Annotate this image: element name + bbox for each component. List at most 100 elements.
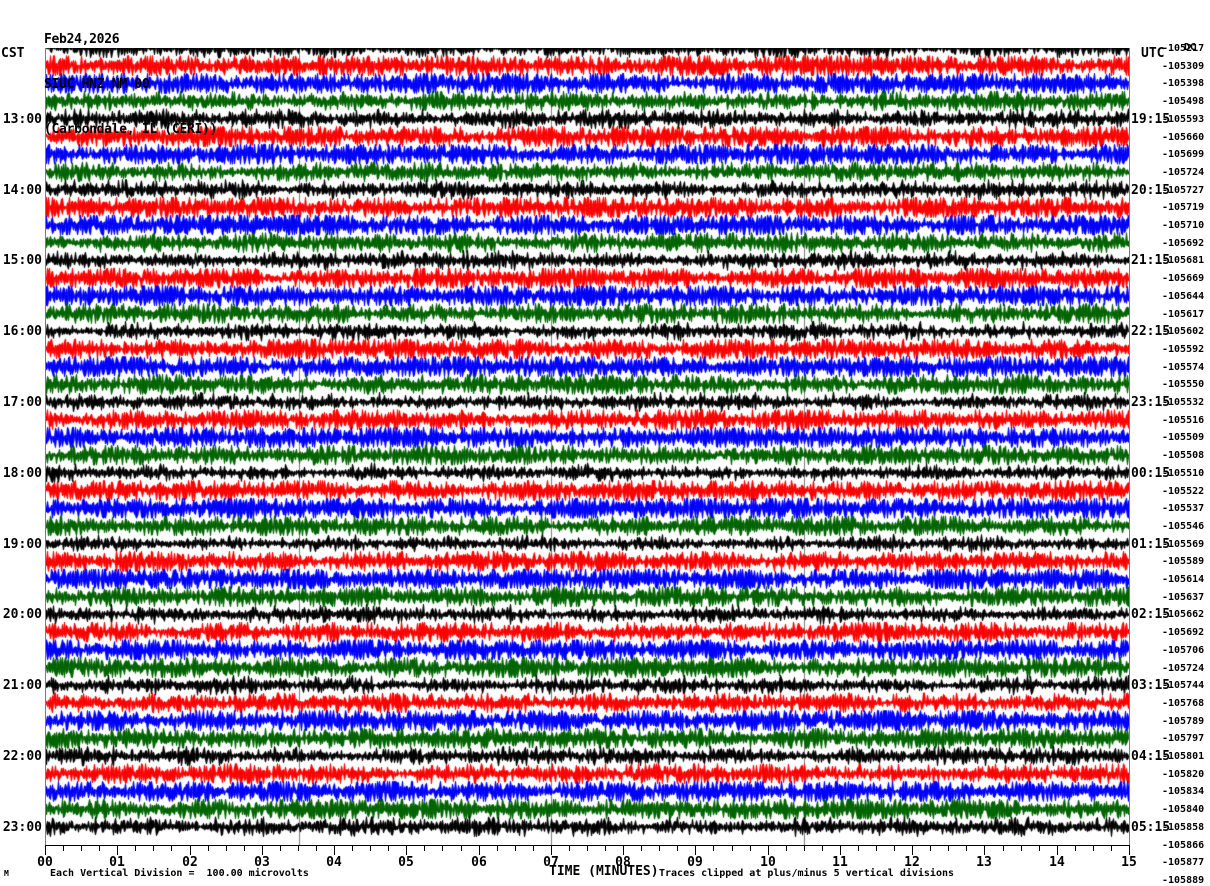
x-tick-major bbox=[406, 845, 407, 855]
utc-time-label: 03:15 bbox=[1131, 678, 1171, 694]
left-axis-caption: CST bbox=[1, 46, 25, 61]
utc-time-label: 01:15 bbox=[1131, 536, 1171, 552]
x-tick-minor bbox=[1075, 845, 1076, 851]
dc-offset-value: -105509 bbox=[1162, 432, 1205, 444]
dc-offset-value: -105768 bbox=[1162, 697, 1205, 709]
cst-time-label: 13:00 bbox=[2, 111, 42, 127]
scale-note: Each Vertical Division = 100.00 microvol… bbox=[50, 868, 309, 879]
x-tick-minor bbox=[81, 845, 82, 851]
x-tick-label: 01 bbox=[109, 855, 125, 870]
plot-header: Feb24,2026 SIUC HNZ NM 00 (Carbondale, I… bbox=[44, 2, 217, 167]
dc-offset-value: -105522 bbox=[1162, 485, 1205, 497]
dc-offset-value: -105727 bbox=[1162, 184, 1205, 196]
dc-offset-value: -105592 bbox=[1162, 343, 1205, 355]
dc-offset-value: -105889 bbox=[1162, 874, 1205, 886]
x-tick-minor bbox=[244, 845, 245, 851]
x-tick-minor bbox=[1021, 845, 1022, 851]
dc-offset-value: -105858 bbox=[1162, 821, 1205, 833]
dc-offset-value: -105801 bbox=[1162, 751, 1205, 762]
x-tick-major bbox=[190, 845, 191, 855]
x-tick-minor bbox=[171, 845, 172, 851]
x-tick-minor bbox=[804, 845, 805, 851]
dc-offset-value: -105789 bbox=[1162, 715, 1205, 727]
x-tick-minor bbox=[370, 845, 371, 851]
x-tick-minor bbox=[135, 845, 136, 851]
cst-time-label: 19:00 bbox=[2, 536, 42, 552]
dc-offset-value: -105877 bbox=[1162, 857, 1205, 869]
utc-time-label: 00:15 bbox=[1131, 465, 1171, 481]
utc-time-label: 02:15 bbox=[1131, 607, 1171, 623]
x-tick-label: 02 bbox=[182, 855, 198, 870]
dc-offset-value: -105699 bbox=[1162, 149, 1205, 161]
x-tick-minor bbox=[713, 845, 714, 851]
utc-time-label: 04:15 bbox=[1131, 749, 1171, 764]
dc-offset-value: -105569 bbox=[1162, 538, 1205, 550]
x-tick-minor bbox=[750, 845, 751, 851]
x-tick-minor bbox=[569, 845, 570, 851]
dc-offset-value: -105660 bbox=[1162, 131, 1205, 143]
x-tick-major bbox=[117, 845, 118, 855]
x-tick-label: 11 bbox=[832, 855, 848, 870]
dc-offset-value: -105537 bbox=[1162, 503, 1205, 515]
x-tick-minor bbox=[858, 845, 859, 851]
x-tick-minor bbox=[966, 845, 967, 851]
dc-offset-value: -105398 bbox=[1162, 78, 1205, 90]
x-tick-minor bbox=[63, 845, 64, 851]
x-tick-major bbox=[912, 845, 913, 855]
x-tick-major bbox=[1129, 845, 1130, 855]
cst-time-label: 23:00 bbox=[2, 819, 42, 835]
dc-offset-value: -105692 bbox=[1162, 237, 1205, 249]
x-tick-minor bbox=[822, 845, 823, 851]
x-tick-minor bbox=[153, 845, 154, 851]
x-tick-major bbox=[479, 845, 480, 855]
cst-time-label: 14:00 bbox=[2, 182, 42, 198]
dc-offset-value: -105589 bbox=[1162, 556, 1205, 568]
utc-time-label: 23:15 bbox=[1131, 395, 1171, 410]
cst-time-label: 16:00 bbox=[2, 324, 42, 340]
cst-time-label: 22:00 bbox=[2, 749, 42, 764]
x-tick-minor bbox=[732, 845, 733, 851]
x-tick-label: 00 bbox=[37, 855, 53, 870]
x-tick-label: 15 bbox=[1121, 855, 1137, 870]
header-station: SIUC HNZ NM 00 bbox=[44, 77, 150, 92]
corner-mark: M bbox=[4, 869, 9, 878]
dc-offset-value: -105593 bbox=[1162, 113, 1205, 125]
dc-offset-value: -105637 bbox=[1162, 591, 1205, 603]
x-tick-major bbox=[1057, 845, 1058, 855]
dc-offset-value: -105614 bbox=[1162, 574, 1205, 585]
cst-time-label: 17:00 bbox=[2, 395, 42, 410]
x-tick-minor bbox=[641, 845, 642, 851]
x-tick-minor bbox=[533, 845, 534, 851]
dc-offset-value: -105309 bbox=[1162, 60, 1205, 72]
x-tick-major bbox=[840, 845, 841, 855]
x-tick-minor bbox=[587, 845, 588, 851]
dc-offset-value: -105516 bbox=[1162, 414, 1205, 426]
dc-offset-value: -105602 bbox=[1162, 326, 1205, 338]
dc-offset-value: -105550 bbox=[1162, 379, 1205, 391]
x-tick-minor bbox=[280, 845, 281, 851]
x-tick-minor bbox=[497, 845, 498, 851]
dc-offset-value: -105498 bbox=[1162, 96, 1205, 108]
x-tick-minor bbox=[876, 845, 877, 851]
dc-offset-value: -105834 bbox=[1162, 786, 1205, 798]
x-tick-minor bbox=[1111, 845, 1112, 851]
dc-offset-value: -105820 bbox=[1162, 768, 1205, 780]
x-axis bbox=[45, 845, 1130, 855]
x-tick-minor bbox=[1003, 845, 1004, 851]
x-tick-minor bbox=[605, 845, 606, 851]
x-tick-major bbox=[334, 845, 335, 855]
seismogram-plot-area bbox=[45, 48, 1130, 845]
cst-time-label: 21:00 bbox=[2, 678, 42, 694]
x-tick-minor bbox=[1039, 845, 1040, 851]
cst-time-label: 18:00 bbox=[2, 465, 42, 481]
x-tick-label: 10 bbox=[760, 855, 776, 870]
x-tick-minor bbox=[659, 845, 660, 851]
header-location: (Carbondale, IL (CERI)) bbox=[44, 122, 218, 137]
x-tick-minor bbox=[948, 845, 949, 851]
x-tick-minor bbox=[894, 845, 895, 851]
seismic-trace-canvas bbox=[46, 48, 1129, 845]
x-tick-minor bbox=[930, 845, 931, 851]
utc-time-label: 05:15 bbox=[1131, 819, 1171, 835]
dc-offset-value: -105617 bbox=[1162, 308, 1205, 320]
